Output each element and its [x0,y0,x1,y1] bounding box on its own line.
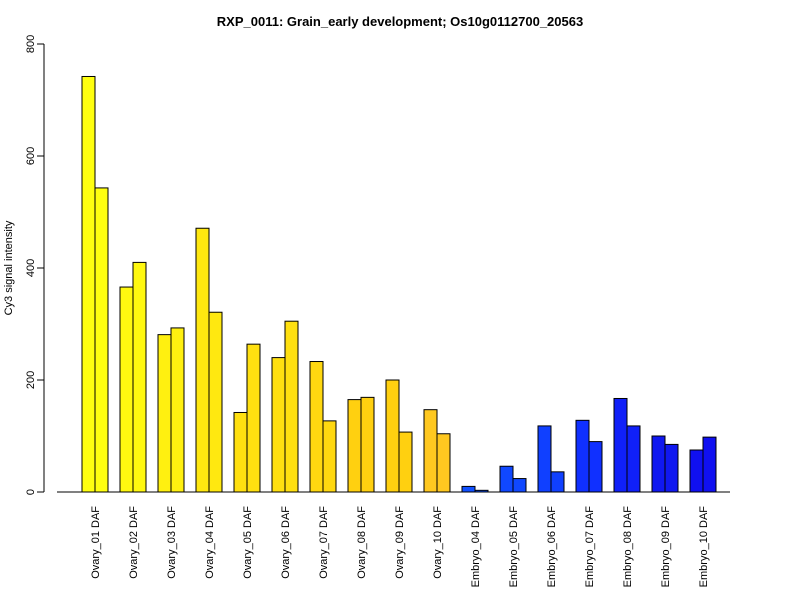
bar-embryo-07-daf-2 [588,441,603,493]
x-category-label: Ovary_10 DAF [432,506,444,579]
bar-embryo-09-daf-1 [651,435,666,493]
bar-embryo-08-daf-1 [613,397,628,493]
x-category-label: Ovary_01 DAF [90,506,102,579]
bar-embryo-08-daf-2 [626,425,641,493]
bar-ovary-10-daf-2 [436,433,451,493]
bar-ovary-08-daf-2 [360,396,375,493]
y-axis: 0 200 400 600 800 [25,35,45,495]
bars-group [81,75,717,493]
bar-embryo-10-daf-2 [702,436,717,493]
y-tick-label: 0 [25,489,37,495]
bar-embryo-05-daf-2 [512,478,527,493]
bar-embryo-04-daf-1 [461,485,476,493]
bar-ovary-06-daf-2 [284,320,299,493]
bar-ovary-04-daf-2 [208,311,223,493]
bar-ovary-09-daf-2 [398,431,413,493]
bar-ovary-01-daf-1 [81,75,96,493]
bar-ovary-03-daf-2 [170,327,185,493]
bar-ovary-02-daf-1 [119,286,134,493]
x-category-label: Ovary_05 DAF [242,506,254,579]
bar-ovary-08-daf-1 [347,399,362,493]
bar-ovary-05-daf-1 [233,411,248,493]
bar-ovary-06-daf-1 [271,357,286,493]
bar-embryo-07-daf-1 [575,419,590,493]
bar-embryo-05-daf-1 [499,465,514,493]
category-labels: Ovary_01 DAF Ovary_02 DAF Ovary_03 DAF Ovar… [90,506,710,588]
y-tick-label: 600 [25,147,37,165]
x-category-label: Embryo_04 DAF [470,506,482,588]
bar-ovary-02-daf-2 [132,261,147,493]
x-category-label: Ovary_09 DAF [394,506,406,579]
bar-ovary-07-daf-1 [309,361,324,493]
bar-embryo-10-daf-1 [689,449,704,493]
x-category-label: Ovary_08 DAF [356,506,368,579]
y-axis-label: Cy3 signal intensity [3,220,15,315]
bar-embryo-06-daf-1 [537,425,552,493]
x-category-label: Embryo_06 DAF [546,506,558,588]
y-tick-label: 200 [25,371,37,389]
x-category-label: Embryo_10 DAF [698,506,710,588]
bar-embryo-09-daf-2 [664,443,679,493]
bar-ovary-09-daf-1 [385,379,400,493]
y-tick-label: 800 [25,35,37,53]
bar-embryo-06-daf-2 [550,471,565,493]
x-category-label: Ovary_06 DAF [280,506,292,579]
bar-ovary-10-daf-1 [423,409,438,493]
bar-ovary-01-daf-2 [94,187,109,493]
y-tick-label: 400 [25,259,37,277]
bar-ovary-05-daf-2 [246,343,261,493]
x-category-label: Ovary_03 DAF [166,506,178,579]
x-category-label: Embryo_07 DAF [584,506,596,588]
x-category-label: Ovary_07 DAF [318,506,330,579]
bar-embryo-04-daf-2 [474,489,489,493]
x-category-label: Embryo_09 DAF [660,506,672,588]
x-category-label: Ovary_04 DAF [204,506,216,579]
bar-ovary-03-daf-1 [157,334,172,493]
x-category-label: Embryo_05 DAF [508,506,520,588]
x-category-label: Embryo_08 DAF [622,506,634,588]
bar-ovary-07-daf-2 [322,420,337,493]
bar-ovary-04-daf-1 [195,227,210,493]
x-category-label: Ovary_02 DAF [128,506,140,579]
chart-title: RXP_0011: Grain_early development; Os10g… [217,14,583,29]
